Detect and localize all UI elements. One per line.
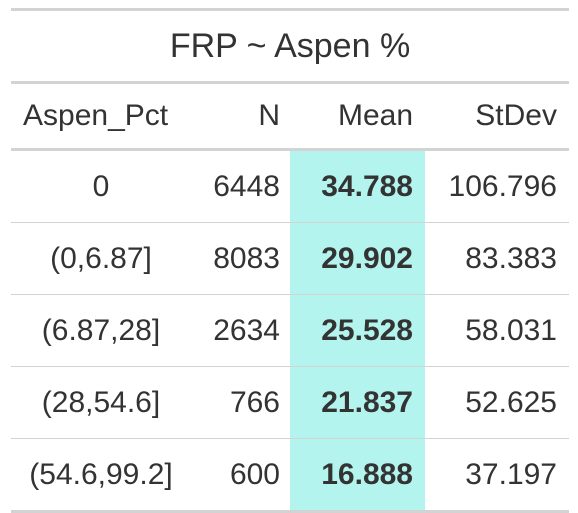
cell-aspen-pct: (0,6.87] — [50, 241, 152, 275]
table-row: (54.6,99.2] 600 16.888 37.197 — [11, 439, 569, 510]
row-divider — [11, 366, 569, 367]
cell-stdev: 83.383 — [465, 241, 557, 275]
column-header-mean: Mean — [337, 99, 413, 132]
cell-n: 600 — [229, 457, 280, 491]
cell-mean: 25.528 — [290, 295, 425, 366]
cell-n: 2634 — [213, 313, 280, 347]
cell-aspen-pct: (6.87,28] — [41, 313, 161, 347]
row-divider — [11, 294, 569, 295]
summary-table: FRP ~ Aspen % Aspen_Pct N Mean StDev 0 6… — [11, 8, 569, 513]
header-row: Aspen_Pct N Mean StDev — [11, 84, 569, 148]
cell-aspen-pct: (28,54.6] — [41, 385, 161, 419]
table-row: (6.87,28] 2634 25.528 58.031 — [11, 295, 569, 366]
cell-stdev: 58.031 — [465, 313, 557, 347]
cell-stdev: 37.197 — [465, 457, 557, 491]
cell-mean: 21.837 — [290, 367, 425, 438]
cell-stdev: 106.796 — [448, 169, 557, 203]
row-divider — [11, 438, 569, 439]
cell-aspen-pct: 0 — [92, 169, 110, 203]
column-header-aspen-pct: Aspen_Pct — [23, 99, 169, 132]
column-header-stdev: StDev — [475, 99, 557, 132]
table-title: FRP ~ Aspen % — [169, 27, 411, 65]
table-row: 0 6448 34.788 106.796 — [11, 151, 569, 222]
cell-mean: 29.902 — [290, 223, 425, 294]
title-rule — [11, 81, 569, 84]
cell-n: 766 — [229, 385, 280, 419]
column-header-n: N — [258, 99, 280, 132]
table-row: (0,6.87] 8083 29.902 83.383 — [11, 223, 569, 294]
cell-mean: 34.788 — [290, 151, 425, 222]
cell-aspen-pct: (54.6,99.2] — [29, 457, 173, 491]
cell-mean: 16.888 — [290, 439, 425, 510]
cell-stdev: 52.625 — [465, 385, 557, 419]
cell-n: 8083 — [213, 241, 280, 275]
cell-n: 6448 — [213, 169, 280, 203]
header-rule — [11, 148, 569, 151]
table-top-rule — [11, 8, 569, 11]
table-row: (28,54.6] 766 21.837 52.625 — [11, 367, 569, 438]
row-divider — [11, 222, 569, 223]
